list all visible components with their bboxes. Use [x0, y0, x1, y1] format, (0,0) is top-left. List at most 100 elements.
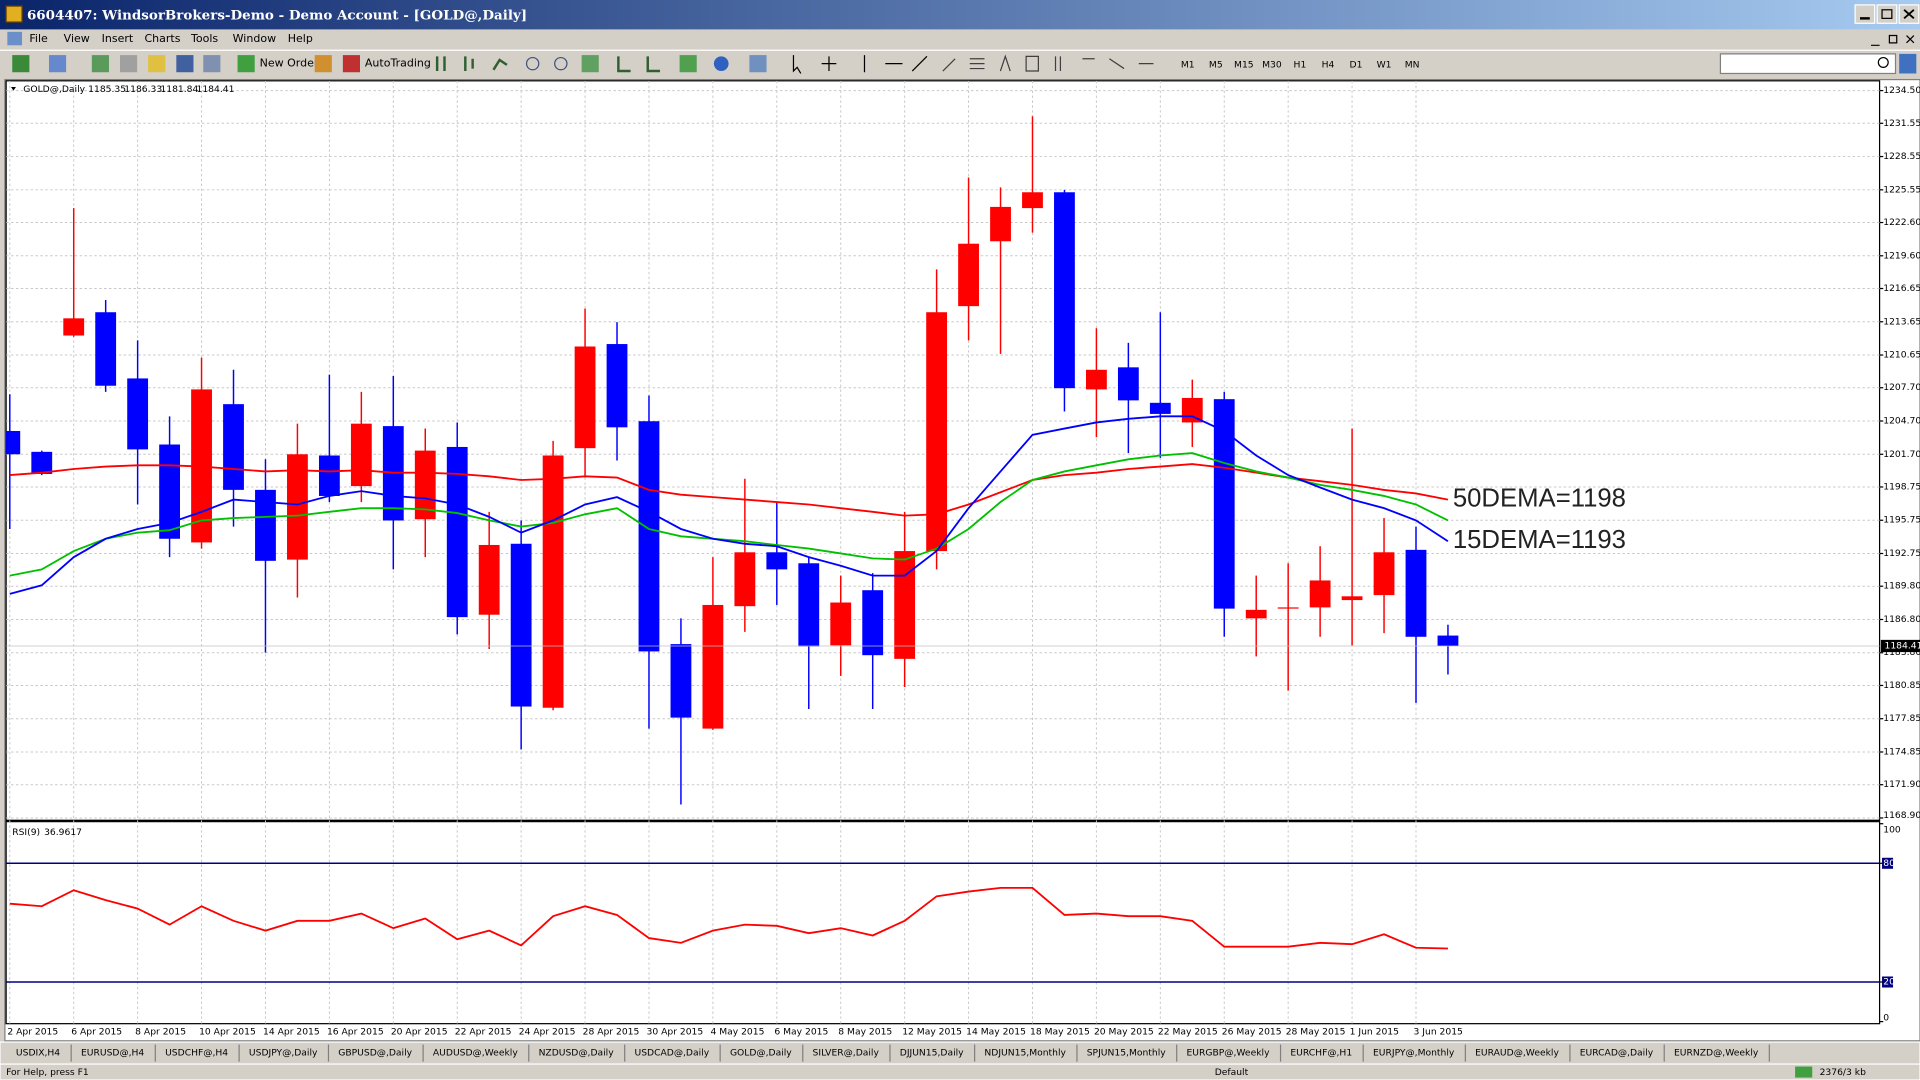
minimize-button[interactable] — [1854, 4, 1876, 24]
y-tick-label: 1207.70 — [1883, 382, 1920, 393]
chart-tab[interactable]: EURCHF@,H1 — [1290, 1048, 1352, 1059]
y-tick-label: 1216.65 — [1883, 283, 1920, 294]
y-tick-label: 1180.85 — [1883, 680, 1920, 691]
timeframe-button[interactable]: M1 — [1181, 59, 1195, 70]
y-tick-label: 1183.80 — [1883, 647, 1920, 658]
object-buttons[interactable] — [942, 54, 1154, 72]
candle-body — [798, 563, 820, 647]
maximize-glyph — [1881, 9, 1893, 19]
x-tick-label: 14 Apr 2015 — [263, 1027, 320, 1038]
connection-icon — [1795, 1066, 1813, 1078]
timeframe-button[interactable]: MN — [1405, 59, 1420, 70]
timeframe-button[interactable]: H4 — [1322, 59, 1335, 70]
y-tick-label: 1192.75 — [1883, 548, 1920, 559]
cursor-button[interactable] — [792, 55, 802, 74]
search-icon[interactable] — [1877, 56, 1889, 68]
x-tick-label: 28 May 2015 — [1286, 1027, 1346, 1038]
ma-annotation: 15DEMA=1193 — [1453, 526, 1626, 554]
chart-tab[interactable]: SPJUN15,Monthly — [1087, 1048, 1167, 1059]
new-chart-button[interactable] — [12, 55, 30, 73]
chart-tab[interactable]: GBPUSD@,Daily — [338, 1048, 412, 1059]
chart-tab[interactable]: GOLD@,Daily — [730, 1048, 792, 1059]
timeframe-button[interactable]: D1 — [1350, 59, 1363, 70]
chart-tab[interactable]: EURCAD@,Daily — [1580, 1048, 1654, 1059]
tile-button[interactable] — [581, 55, 599, 73]
chart-tab[interactable]: NZDUSD@,Daily — [539, 1048, 615, 1059]
zoom-in-button[interactable] — [525, 56, 540, 71]
new-order-button[interactable]: New Order — [260, 57, 319, 70]
window-title: 6604407: WindsorBrokers-Demo - Demo Acco… — [27, 7, 527, 23]
chart-tabs: USDIX,H4 EURUSD@,H4 USDCHF@,H4 USDJPY@,Dail… — [0, 1041, 1920, 1065]
y-tick-label: 1222.60 — [1883, 217, 1920, 228]
experts-icon[interactable] — [314, 55, 332, 73]
menu-item[interactable]: View — [64, 32, 90, 45]
candle-body — [414, 450, 436, 520]
chart-type-buttons[interactable] — [435, 56, 508, 72]
chart-tab[interactable]: NDJUN15,Monthly — [984, 1048, 1066, 1059]
new-order-icon[interactable] — [237, 55, 255, 73]
timeframe-button[interactable]: M15 — [1234, 59, 1254, 70]
community-button[interactable] — [1899, 53, 1917, 74]
chart-tab[interactable]: USDIX,H4 — [16, 1048, 60, 1059]
chart-tab[interactable]: DJJUN15,Daily — [900, 1048, 964, 1059]
x-tick-label: 8 Apr 2015 — [135, 1027, 186, 1038]
toolbar: New Order AutoTrading M1 M5 M15 M30 H1 H4 D1 W1… — [12, 54, 1420, 74]
chart-tab[interactable]: AUDUSD@,Weekly — [433, 1048, 518, 1059]
y-tick-label: 100 — [1883, 824, 1901, 835]
menu-item[interactable]: Charts — [144, 32, 180, 45]
market-watch-button[interactable] — [91, 55, 109, 73]
autotrading-button[interactable]: AutoTrading — [365, 57, 431, 70]
profiles-button[interactable] — [48, 55, 67, 73]
maximize-button[interactable] — [1876, 4, 1898, 24]
zoom-out-button[interactable] — [554, 56, 568, 71]
candle-body — [830, 602, 852, 646]
indicator-value: 36.9617 — [44, 827, 82, 838]
y-tick-label: 1228.55 — [1883, 151, 1920, 162]
menu-item[interactable]: Insert — [102, 32, 134, 45]
navigator-button[interactable] — [148, 55, 166, 73]
chart-tab[interactable]: EURNZD@,Weekly — [1674, 1048, 1759, 1059]
chart-tab[interactable]: USDCHF@,H4 — [165, 1048, 228, 1059]
timeframe-button[interactable]: M5 — [1209, 59, 1223, 70]
candle-body — [1309, 580, 1331, 608]
scroll-buttons[interactable] — [617, 56, 660, 73]
child-window-controls[interactable] — [1871, 34, 1915, 46]
chart-tab[interactable]: SILVER@,Daily — [813, 1048, 880, 1059]
terminal-button[interactable] — [176, 55, 194, 73]
level-label-box — [1882, 976, 1894, 988]
status-profile: Default — [1215, 1067, 1249, 1078]
y-tick-label: 20 — [1883, 977, 1895, 988]
chart-tab[interactable]: USDJPY@,Daily — [249, 1048, 318, 1059]
indicators-button[interactable] — [679, 55, 697, 73]
timeframe-button[interactable]: H1 — [1294, 59, 1307, 70]
timeframe-button[interactable]: M30 — [1262, 59, 1282, 70]
candle-body — [318, 455, 340, 496]
menu-item[interactable]: Help — [288, 32, 313, 45]
drawing-buttons[interactable] — [821, 55, 928, 73]
candle-body — [574, 346, 596, 449]
candle-body — [1437, 635, 1459, 646]
chart-tab[interactable]: EURGBP@,Weekly — [1187, 1048, 1271, 1059]
chart-tab[interactable]: EURUSD@,H4 — [81, 1048, 144, 1059]
chart-tab[interactable]: EURJPY@,Monthly — [1373, 1048, 1455, 1059]
menu-item[interactable]: Window — [233, 32, 276, 45]
candle-body — [6, 430, 21, 455]
menu-item[interactable]: File — [29, 32, 48, 45]
search-box[interactable] — [1719, 53, 1897, 75]
chart-tab[interactable]: EURAUD@,Weekly — [1475, 1048, 1559, 1059]
autotrading-icon[interactable] — [342, 55, 360, 73]
chart-window — [4, 78, 1920, 1042]
timeframe-button[interactable]: W1 — [1377, 59, 1392, 70]
templates-button[interactable] — [749, 55, 767, 73]
x-tick-label: 1 Jun 2015 — [1350, 1027, 1400, 1038]
chart-tab[interactable]: USDCAD@,Daily — [634, 1048, 709, 1059]
x-tick-label: 30 Apr 2015 — [647, 1027, 704, 1038]
status-help: For Help, press F1 — [6, 1067, 89, 1078]
window-controls[interactable] — [1854, 4, 1920, 24]
tester-button[interactable] — [203, 55, 221, 73]
periods-button[interactable] — [713, 56, 729, 72]
menu-item[interactable]: Tools — [190, 32, 218, 45]
ohlc-value: 1186.33 — [124, 84, 162, 95]
data-window-button[interactable] — [120, 55, 138, 73]
